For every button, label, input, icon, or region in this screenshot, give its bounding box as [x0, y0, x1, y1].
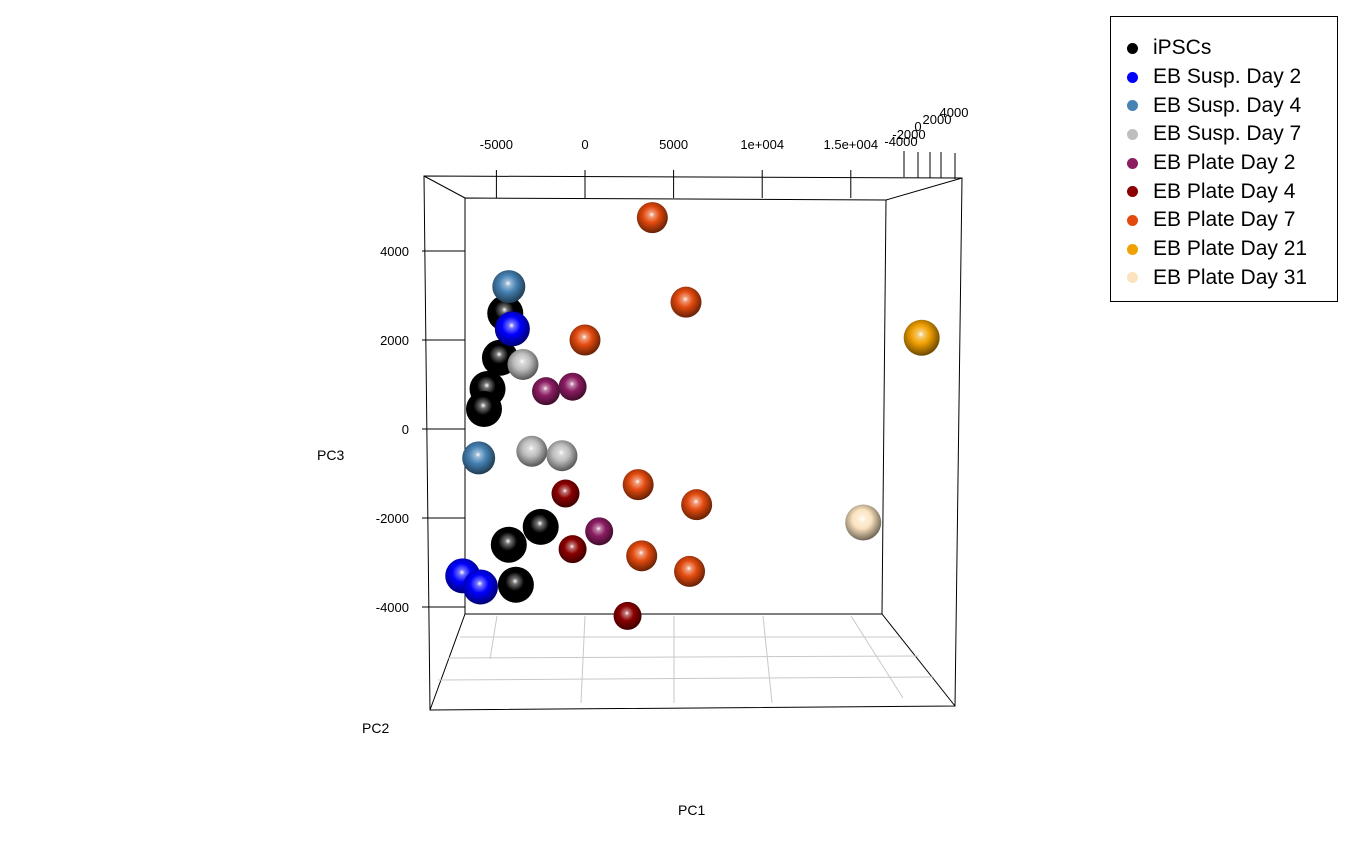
legend-marker: [1127, 157, 1138, 169]
legend-item: EB Susp. Day 2: [1127, 63, 1337, 92]
data-point: [465, 390, 502, 427]
data-point: [546, 440, 578, 472]
data-point: [622, 469, 654, 501]
x-tick-label: 1e+004: [740, 137, 784, 152]
legend-label: EB Plate Day 21: [1153, 237, 1308, 261]
legend-marker: [1127, 272, 1138, 284]
legend-label: EB Susp. Day 4: [1153, 93, 1302, 117]
data-point: [585, 517, 614, 546]
grid-line: [580, 615, 586, 704]
front-face: [423, 175, 963, 711]
y-tick-label: -4000: [376, 600, 409, 615]
legend: iPSCs EB Susp. Day 2 EB Susp. Day 4 EB Susp…: [1110, 16, 1338, 302]
data-point: [674, 555, 706, 587]
box-edge: [429, 613, 466, 711]
data-point: [522, 508, 559, 545]
data-point: [670, 286, 702, 318]
z-tick-label: -2000: [892, 127, 925, 142]
legend-marker: [1127, 71, 1138, 83]
legend-item: EB Plate Day 2: [1127, 149, 1337, 178]
legend-label: EB Plate Day 31: [1153, 265, 1308, 289]
data-point: [532, 377, 561, 406]
legend-label: EB Susp. Day 7: [1153, 122, 1302, 146]
y-tick-label: 2000: [380, 333, 409, 348]
legend-item: EB Plate Day 4: [1127, 177, 1337, 206]
x-axis-label: PC1: [678, 802, 705, 818]
legend-item: EB Plate Day 31: [1127, 264, 1337, 293]
legend-marker: [1127, 128, 1138, 140]
legend-marker: [1127, 186, 1138, 198]
data-point: [490, 526, 527, 563]
z-tick-label: 0: [914, 119, 921, 134]
data-point: [494, 311, 530, 347]
data-point: [613, 601, 642, 630]
z-axis-label: PC2: [362, 720, 389, 736]
legend-item: iPSCs: [1127, 34, 1337, 63]
legend-item: EB Susp. Day 7: [1127, 120, 1337, 149]
legend-item: EB Plate Day 21: [1127, 235, 1337, 264]
legend-item: EB Plate Day 7: [1127, 206, 1337, 235]
data-point: [507, 348, 539, 380]
grid-line: [762, 615, 773, 704]
legend-label: EB Plate Day 4: [1153, 179, 1296, 203]
data-point: [516, 435, 548, 467]
grid-line: [447, 655, 920, 659]
data-point: [636, 202, 668, 234]
z-tick-label: -4000: [884, 134, 917, 149]
data-point: [492, 270, 526, 304]
y-tick-label: -2000: [376, 511, 409, 526]
data-point: [845, 504, 882, 541]
data-point: [681, 489, 713, 521]
x-tick-label: 1.5e+004: [824, 137, 879, 152]
legend-marker: [1127, 243, 1138, 255]
y-tick-label: 0: [402, 422, 409, 437]
x-tick-label: -5000: [480, 137, 513, 152]
data-points: [445, 202, 940, 630]
legend-marker: [1127, 42, 1138, 54]
x-tick-label: 0: [581, 137, 588, 152]
legend-label: EB Susp. Day 2: [1153, 65, 1302, 89]
data-point: [569, 324, 601, 356]
legend-marker: [1127, 214, 1138, 226]
legend-label: iPSCs: [1153, 36, 1212, 60]
data-point: [558, 535, 587, 564]
data-point: [551, 479, 580, 508]
legend-item: EB Susp. Day 4: [1127, 91, 1337, 120]
data-point: [462, 441, 496, 475]
legend-label: EB Plate Day 2: [1153, 151, 1296, 175]
y-axis: 4000 2000 0 -2000 -4000: [376, 244, 465, 615]
floor-grid: [437, 615, 935, 704]
legend-label: EB Plate Day 7: [1153, 208, 1296, 232]
box-edge: [881, 613, 956, 707]
box-edge: [885, 177, 963, 201]
z-tick-label: 4000: [940, 105, 969, 120]
back-face: [464, 197, 887, 615]
grid-line: [437, 676, 935, 681]
legend-marker: [1127, 100, 1138, 112]
data-point: [558, 372, 587, 401]
box-edge: [423, 175, 466, 199]
data-point: [462, 569, 498, 605]
z-tick-label: 2000: [923, 112, 952, 127]
data-point: [903, 319, 940, 356]
data-point: [497, 566, 534, 603]
x-axis: -5000 0 5000 1e+004 1.5e+004: [480, 137, 878, 198]
y-tick-label: 4000: [380, 244, 409, 259]
x-tick-label: 5000: [659, 137, 688, 152]
box-frame: [423, 175, 963, 711]
data-point: [626, 540, 658, 572]
y-axis-label: PC3: [317, 447, 344, 463]
grid-line: [850, 615, 904, 699]
